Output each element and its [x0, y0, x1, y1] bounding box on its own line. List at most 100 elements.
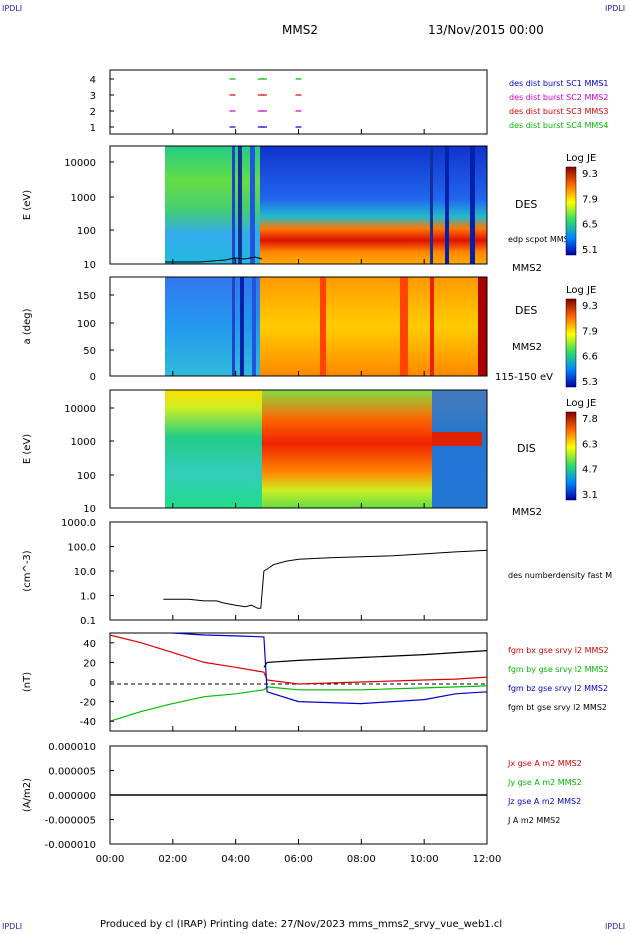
des-pitch-stripe [240, 277, 244, 376]
y-tick-label: 1000.0 [61, 518, 96, 529]
des-pitch-stripe [400, 277, 408, 376]
dis-energy-band [432, 432, 482, 446]
legend-entry: J A m2 MMS2 [507, 816, 560, 825]
legend-entry: fgm by gse srvy l2 MMS2 [508, 665, 609, 674]
des-energy-stripe [250, 146, 255, 264]
y-axis-label: E (eV) [22, 190, 33, 220]
des-energy-stripe [445, 146, 449, 264]
colorbar-tick-label: 7.8 [582, 414, 598, 425]
y-tick-label: 100.0 [67, 543, 96, 554]
y-tick-label: 0.1 [80, 616, 96, 627]
colorbar [565, 411, 577, 501]
legend-entry: des dist burst SC1 MMS1 [509, 79, 608, 88]
des-pitch-panel [109, 276, 488, 377]
footer-credit: Produced by cl (IRAP) Printing date: 27/… [100, 919, 503, 930]
x-tick-label: 08:00 [347, 854, 376, 865]
y-tick-label: 0.000010 [48, 742, 96, 753]
y-tick-label: 1000 [71, 193, 96, 204]
legend-entry: Jx gse A m2 MMS2 [507, 759, 582, 768]
legend-entry: fgm bt gse srvy l2 MMS2 [508, 703, 607, 712]
y-tick-label: 10 [83, 504, 96, 515]
x-tick-label: 10:00 [410, 854, 439, 865]
y-tick-label: 20 [83, 658, 96, 669]
burst-yticks: 1 2 3 4 [90, 75, 114, 134]
y-tick-label: 0.000000 [48, 791, 96, 802]
des-pitch-stripe [430, 277, 434, 376]
colorbar-tick-label: 5.1 [582, 245, 598, 256]
colorbar-title: Log JE [566, 285, 596, 296]
x-tick-label: 06:00 [284, 854, 313, 865]
panel-sublabel: MMS2 [512, 507, 542, 518]
y-tick-label: 10.0 [74, 567, 96, 578]
y-axis-label: (nT) [22, 672, 33, 692]
colorbar-tick-label: 9.3 [582, 169, 598, 180]
colorbar-tick-label: 7.9 [582, 194, 598, 205]
colorbar-tick-label: 3.1 [582, 490, 598, 501]
colorbars: Log JE 9.3 7.9 6.5 5.1 Log JE 9.3 7.9 6.6 5.3 Log … [565, 153, 598, 501]
x-tick-label: 12:00 [473, 854, 502, 865]
y-tick-label: 1 [90, 123, 96, 134]
des-energy-stripe [232, 146, 235, 264]
colorbar [565, 166, 577, 256]
colorbar-tick-label: 9.3 [582, 301, 598, 312]
y-tick-label: 0 [90, 372, 96, 383]
corner-label-br: IPDLI [605, 922, 626, 931]
y-tick-label: 1000 [71, 437, 96, 448]
colorbar-title: Log JE [566, 398, 596, 409]
fgm-series [172, 632, 488, 705]
x-tick-label: 04:00 [221, 854, 250, 865]
burst-legend: des dist burst SC1 MMS1 des dist burst SC… [509, 79, 608, 130]
legend-entry: Jy gse A m2 MMS2 [507, 778, 582, 787]
panel-sublabel: MMS2 [512, 263, 542, 274]
legend-entry: fgm bz gse srvy l2 MMS2 [508, 684, 608, 693]
x-tick-label: 00:00 [96, 854, 125, 865]
y-tick-label: 3 [90, 91, 96, 102]
y-tick-label: 10000 [64, 404, 96, 415]
y-tick-label: -0.000010 [45, 840, 96, 851]
des-pitch-stripe [478, 277, 487, 376]
y-tick-label: 100 [77, 226, 96, 237]
y-tick-label: 10 [83, 260, 96, 271]
fgm-series [263, 650, 488, 668]
y-tick-label: 10000 [64, 158, 96, 169]
des-energy-stripe [430, 146, 433, 264]
fgm-lines: fgm bx gse srvy l2 MMS2 fgm by gse srvy l… [109, 632, 609, 722]
panel-label: DES [515, 198, 537, 211]
y-tick-label: 40 [83, 639, 96, 650]
corner-label-tr: IPDLI [605, 4, 626, 13]
plot-title: MMS2 [282, 23, 318, 37]
des-energy-stripe [238, 146, 242, 264]
colorbar-tick-label: 4.7 [582, 465, 598, 476]
panel-extra-label: 115-150 eV [495, 372, 553, 383]
density-frame [109, 521, 488, 621]
des-energy-stripe [470, 146, 475, 264]
y-axis-label: (cm^-3) [22, 550, 33, 591]
colorbar-tick-label: 6.5 [582, 220, 598, 231]
dis-energy-panel [109, 389, 488, 509]
colorbar-tick-label: 6.3 [582, 439, 598, 450]
des-energy-panel [109, 145, 488, 265]
panel-sublabel: MMS2 [512, 342, 542, 353]
y-tick-label: 1.0 [80, 592, 96, 603]
current-panel: Jx gse A m2 MMS2 Jy gse A m2 MMS2 Jz gse A… [109, 745, 582, 845]
corner-label-bl: IPDLI [2, 922, 23, 931]
des-energy-post [260, 146, 487, 264]
scpot-line [165, 256, 263, 263]
des-pitch-stripe [232, 277, 235, 376]
colorbar-title: Log JE [566, 153, 596, 164]
colorbar-tick-label: 6.6 [582, 352, 598, 363]
fgm-frame [109, 632, 488, 732]
dis-energy-post [262, 390, 432, 508]
corner-label-tl: IPDLI [2, 4, 23, 13]
plot-date: 13/Nov/2015 00:00 [428, 23, 544, 37]
y-tick-label: 4 [90, 75, 96, 86]
y-tick-label: 0.000005 [48, 767, 96, 778]
colorbar-tick-label: 5.3 [582, 377, 598, 388]
panel-label: DES [515, 304, 537, 317]
colorbar [565, 298, 577, 388]
y-tick-label: 50 [83, 346, 96, 357]
dis-energy-late [432, 390, 487, 508]
legend-entry: Jz gse A m2 MMS2 [507, 797, 581, 806]
